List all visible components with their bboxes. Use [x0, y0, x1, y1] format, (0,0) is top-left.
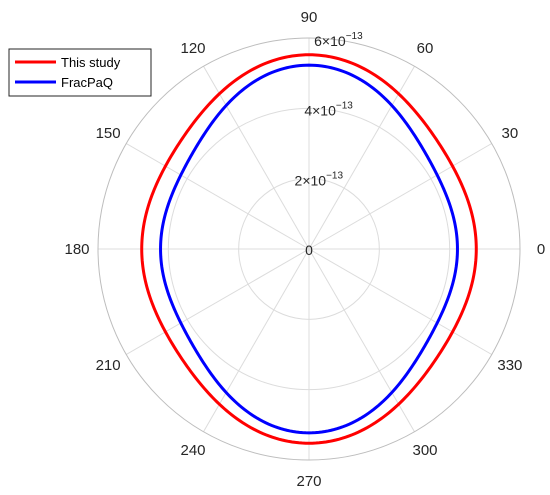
grid-circle — [97, 37, 521, 461]
grid-circle — [167, 107, 451, 391]
radial-gridline — [203, 66, 310, 250]
theta-tick-label: 60 — [417, 40, 434, 57]
radial-gridline — [308, 248, 492, 355]
theta-tick-label: 30 — [502, 125, 519, 142]
radial-gridline — [203, 248, 310, 432]
theta-tick-label: 180 — [64, 241, 89, 258]
legend: This study FracPaQ — [8, 48, 152, 97]
grid-circle — [238, 178, 380, 320]
theta-tick-label: 330 — [497, 357, 522, 374]
tick-labels: 0 30 60 90 120 150 180 210 240 270 300 330 0 2×10−13 4… — [64, 9, 545, 490]
theta-tick-label: 270 — [296, 473, 321, 490]
theta-tick-label: 0 — [537, 241, 545, 258]
radial-gridline — [308, 248, 415, 432]
theta-tick-label: 240 — [180, 442, 205, 459]
theta-tick-label: 210 — [96, 357, 121, 374]
series-group — [140, 53, 478, 445]
series-line-fracpaq — [159, 63, 459, 435]
r-tick-label: 6×10−13 — [314, 31, 363, 49]
series-line-this-study — [140, 53, 478, 445]
legend-label: FracPaQ — [61, 75, 113, 90]
theta-tick-label: 150 — [96, 125, 121, 142]
legend-label: This study — [61, 55, 121, 70]
polar-grid — [97, 37, 521, 461]
theta-tick-label: 120 — [180, 40, 205, 57]
radial-gridline — [308, 66, 415, 250]
r-tick-label: 0 — [305, 242, 313, 258]
radial-gridline — [308, 143, 492, 250]
legend-box — [8, 48, 152, 97]
r-tick-label: 2×10−13 — [295, 170, 344, 188]
radial-gridline — [126, 248, 310, 355]
r-tick-label: 4×10−13 — [304, 101, 353, 119]
radial-gridline — [126, 143, 310, 250]
theta-tick-label: 90 — [301, 9, 318, 26]
theta-tick-label: 300 — [412, 442, 437, 459]
